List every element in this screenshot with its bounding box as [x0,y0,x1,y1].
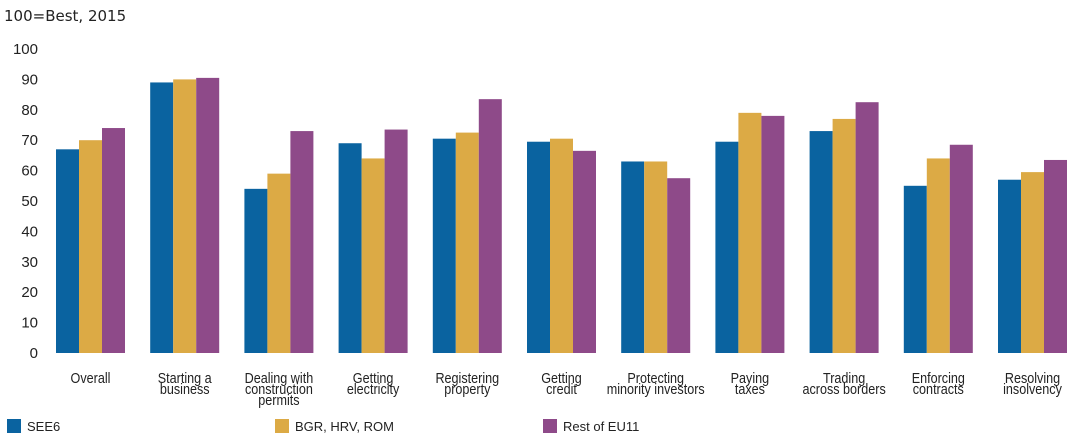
bar-1 [809,131,833,353]
bar-2 [1021,172,1044,353]
bar-2 [926,158,950,353]
x-tick-label: Dealing with construction permits [245,369,314,408]
bar-2 [832,118,856,353]
x-axis: Overall Starting a business Dealing with con… [71,369,1062,408]
bar-1 [244,188,268,353]
bar-3 [478,99,502,353]
bar-2 [455,132,479,353]
bar-3 [855,102,879,353]
y-axis: 0 10 20 30 40 50 60 70 80 90 100 [13,41,38,362]
x-tick-label: Registering property [435,369,499,397]
bar-3 [384,129,408,353]
bar-1 [338,143,362,353]
x-tick-label: Protecting minority investors [607,369,705,397]
legend: SEE6 BGR, HRV, ROM Rest of EU11 [7,419,639,434]
legend-label: Rest of EU11 [563,419,639,434]
y-tick-label: 50 [21,193,38,210]
legend-label: BGR, HRV, ROM [295,419,394,434]
bar-2 [267,173,291,353]
bar-2 [173,79,197,354]
bar-3 [667,178,691,353]
bar-1 [903,185,927,353]
y-tick-label: 40 [21,223,38,240]
x-tick-label: Overall [71,369,111,386]
y-tick-label: 60 [21,163,38,180]
bar-2 [644,161,668,353]
bar-3 [1044,159,1067,353]
x-tick-label: Getting credit [541,369,582,397]
y-tick-label: 100 [13,41,38,58]
bar-2 [738,112,762,353]
bar-3 [949,144,973,353]
bar-2 [361,158,385,353]
bars [56,77,1067,354]
y-tick-label: 10 [21,315,38,332]
bar-1 [432,138,456,353]
x-tick-label: Trading across borders [802,369,885,397]
y-tick-label: 90 [21,71,38,88]
legend-swatch [543,419,557,433]
x-tick-label: Paying taxes [731,369,770,397]
bar-1 [527,141,550,353]
y-tick-label: 20 [21,284,38,301]
y-tick-label: 80 [21,102,38,119]
bar-1 [998,179,1021,353]
bar-1 [715,141,739,353]
y-tick-label: 30 [21,254,38,271]
legend-label: SEE6 [27,419,60,434]
bar-1 [150,82,174,353]
y-tick-label: 0 [30,345,38,362]
x-tick-label: Getting electricity [347,369,400,397]
bar-1 [56,149,79,353]
x-tick-label: Resolving insolvency [1003,369,1062,397]
x-tick-label: Starting a business [158,369,212,397]
bar-1 [621,161,645,353]
bar-3 [196,77,220,353]
bar-2 [550,138,573,353]
y-tick-label: 70 [21,132,38,149]
chart-subtitle: 100=Best, 2015 [4,7,126,25]
bar-3 [102,128,125,353]
legend-swatch [275,419,289,433]
bar-3 [573,150,596,353]
legend-swatch [7,419,21,433]
bar-3 [290,131,314,353]
bar-2 [79,140,102,353]
x-tick-label: Enforcing contracts [912,369,965,397]
bar-3 [761,115,785,353]
